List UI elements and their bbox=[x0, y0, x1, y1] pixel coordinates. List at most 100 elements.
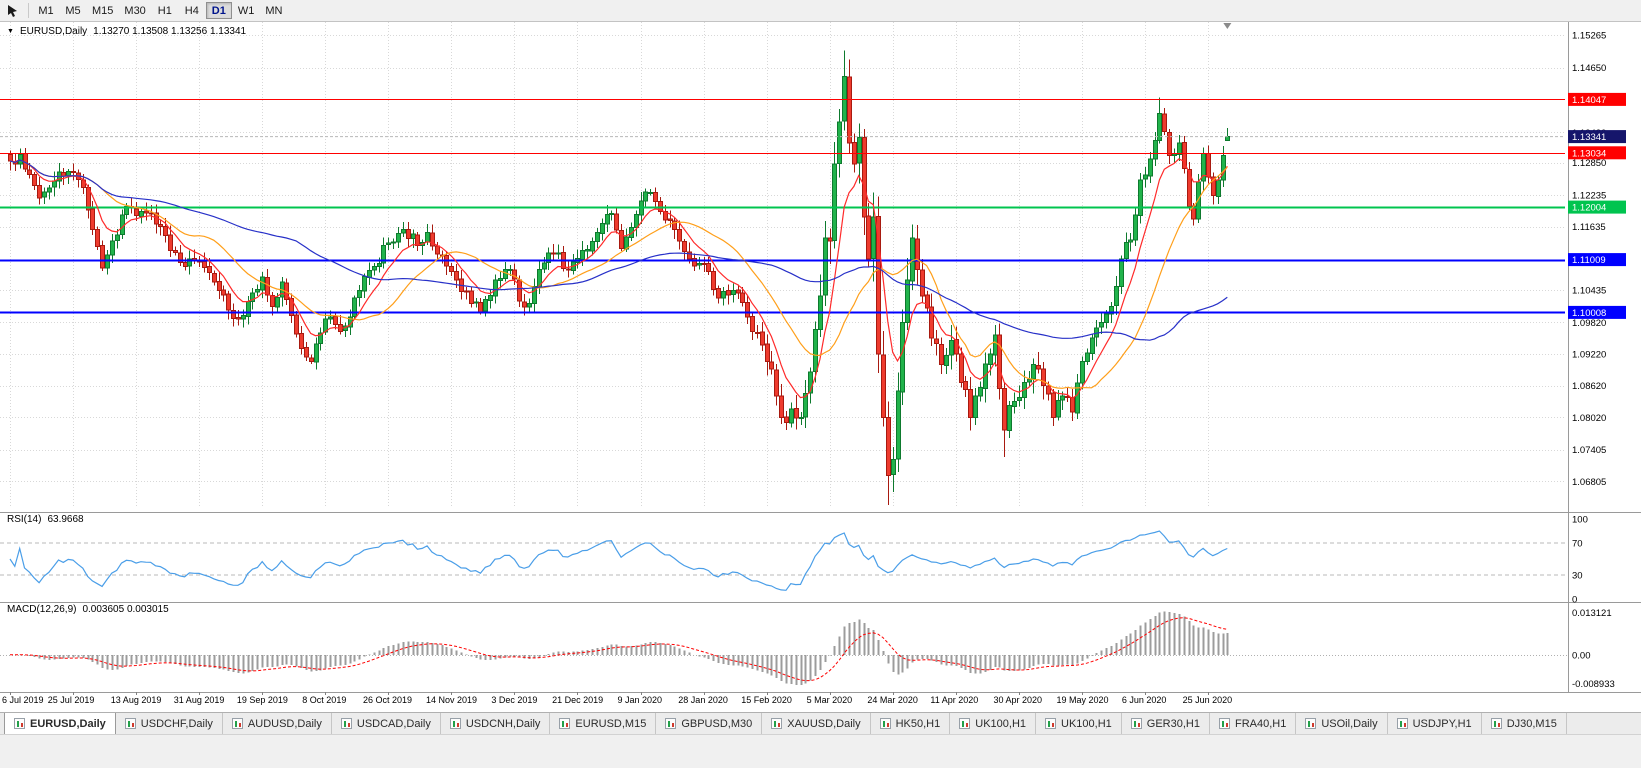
chart-tab-usdjpy-h1[interactable]: USDJPY,H1 bbox=[1388, 713, 1482, 734]
chart-tab-icon bbox=[14, 718, 25, 729]
svg-text:6 Jun 2020: 6 Jun 2020 bbox=[1122, 695, 1167, 705]
chart-tab-icon bbox=[231, 718, 243, 729]
chart-tab-uk100-h1[interactable]: UK100,H1 bbox=[1036, 713, 1122, 734]
svg-text:1.15265: 1.15265 bbox=[1572, 31, 1606, 42]
price-tag-level: 1.10008 bbox=[1568, 305, 1626, 319]
price-tag-level: 1.14047 bbox=[1568, 92, 1626, 106]
chart-tab-icon bbox=[879, 718, 891, 729]
chart-tab-hk50-h1[interactable]: HK50,H1 bbox=[871, 713, 951, 734]
timeframe-button-mn[interactable]: MN bbox=[265, 4, 283, 17]
chart-tab-icon bbox=[1490, 718, 1502, 729]
ma-mid-line[interactable] bbox=[9, 159, 1228, 389]
date-axis-labels[interactable]: 6 Jul 2019 25 Jul 2019 13 Aug 2019 31 Aug 2… bbox=[2, 692, 1232, 705]
svg-text:31 Aug 2019: 31 Aug 2019 bbox=[174, 695, 225, 705]
chart-tab-ger30-h1[interactable]: GER30,H1 bbox=[1122, 713, 1210, 734]
chart-tab-label: HK50,H1 bbox=[895, 717, 941, 730]
timeframe-button-m15[interactable]: M15 bbox=[92, 4, 114, 17]
chart-tab-usdcad-daily[interactable]: USDCAD,Daily bbox=[332, 713, 441, 734]
chart-tab-label: AUDUSD,Daily bbox=[247, 717, 322, 730]
timeframe-button-d1[interactable]: D1 bbox=[205, 2, 232, 19]
svg-text:-0.008933: -0.008933 bbox=[1572, 679, 1615, 690]
svg-text:24 Mar 2020: 24 Mar 2020 bbox=[867, 695, 918, 705]
chart-tab-eurusd-daily[interactable]: EURUSD,Daily bbox=[4, 713, 116, 734]
timeframe-button-m5[interactable]: M5 bbox=[65, 4, 81, 17]
svg-text:19 Sep 2019: 19 Sep 2019 bbox=[237, 695, 288, 705]
timeframe-button-h4[interactable]: H4 bbox=[184, 4, 199, 17]
timeframe-toolbar: M1 M5 M15 M30 H1 H4 D1 W1 MN bbox=[0, 0, 1641, 22]
toolbar-separator bbox=[28, 3, 29, 18]
chart-tab-label: USDCAD,Daily bbox=[356, 717, 431, 730]
ma-fast-line[interactable] bbox=[9, 158, 1228, 400]
price-tag-level: 1.12004 bbox=[1568, 200, 1626, 214]
rsi-indicator-name: RSI(14) bbox=[7, 514, 42, 525]
svg-text:1.12004: 1.12004 bbox=[1572, 203, 1606, 214]
svg-text:1.07405: 1.07405 bbox=[1572, 445, 1606, 456]
chart-tab-label: DJ30,M15 bbox=[1506, 717, 1557, 730]
chart-tab-label: UK100,H1 bbox=[975, 717, 1027, 730]
grid-lines bbox=[0, 22, 1565, 508]
chart-tab-dj30-m15[interactable]: DJ30,M15 bbox=[1482, 713, 1567, 734]
collapse-triangle-icon[interactable]: ▼ bbox=[7, 28, 14, 35]
timeframe-button-m1[interactable]: M1 bbox=[38, 4, 54, 17]
svg-text:100: 100 bbox=[1572, 515, 1588, 526]
macd-pane-label: MACD(12,26,9) 0.003605 0.003015 bbox=[7, 604, 169, 615]
svg-text:30 Apr 2020: 30 Apr 2020 bbox=[994, 695, 1043, 705]
chart-tab-xauusd-daily[interactable]: XAUUSD,Daily bbox=[762, 713, 871, 734]
price-tag-level: 1.13034 bbox=[1568, 146, 1626, 160]
svg-text:26 Oct 2019: 26 Oct 2019 bbox=[363, 695, 412, 705]
chart-tab-label: XAUUSD,Daily bbox=[787, 717, 861, 730]
chart-tab-icon bbox=[771, 718, 783, 729]
macd-signal-line[interactable] bbox=[10, 617, 1228, 682]
chart-tab-usoil-daily[interactable]: USOil,Daily bbox=[1296, 713, 1388, 734]
chart-tab-icon bbox=[559, 718, 571, 729]
rsi-indicator-value: 63.9668 bbox=[47, 514, 84, 525]
svg-text:28 Jan 2020: 28 Jan 2020 bbox=[678, 695, 728, 705]
chart-tab-icon bbox=[1130, 718, 1142, 729]
chart-shift-marker-icon[interactable] bbox=[1223, 23, 1232, 29]
chart-tab-label: UK100,H1 bbox=[1061, 717, 1112, 730]
rsi-line[interactable] bbox=[9, 530, 1228, 591]
svg-text:25 Jun 2020: 25 Jun 2020 bbox=[1183, 695, 1233, 705]
chart-tab-icon bbox=[1045, 718, 1057, 729]
chart-tab-usdchf-daily[interactable]: USDCHF,Daily bbox=[116, 713, 223, 734]
chart-canvas[interactable]: 1.152651.146501.134201.128501.122351.116… bbox=[0, 22, 1641, 712]
svg-text:1.10008: 1.10008 bbox=[1572, 308, 1606, 319]
svg-text:5 Mar 2020: 5 Mar 2020 bbox=[807, 695, 853, 705]
macd-histogram bbox=[14, 611, 1229, 685]
chart-tab-icon bbox=[340, 718, 352, 729]
cursor-arrow-icon bbox=[8, 4, 17, 17]
ma-slow-line[interactable] bbox=[9, 159, 1228, 341]
svg-text:1.06805: 1.06805 bbox=[1572, 477, 1606, 488]
chart-tab-label: FRA40,H1 bbox=[1234, 717, 1287, 730]
timeframe-button-h1[interactable]: H1 bbox=[157, 4, 172, 17]
svg-text:19 May 2020: 19 May 2020 bbox=[1057, 695, 1109, 705]
chart-tab-eurusd-m15[interactable]: EURUSD,M15 bbox=[550, 713, 657, 734]
rsi-axis-labels: 100 70 30 0 bbox=[1572, 515, 1588, 606]
chart-tab-label: EURUSD,Daily bbox=[30, 717, 106, 730]
chart-tab-fra40-h1[interactable]: FRA40,H1 bbox=[1210, 713, 1297, 734]
chart-symbol-period: EURUSD,Daily bbox=[19, 26, 88, 37]
horizontal-support-resistance-lines[interactable] bbox=[0, 99, 1565, 314]
current-price-tag: 1.13341 bbox=[1568, 130, 1626, 144]
svg-text:13 Aug 2019: 13 Aug 2019 bbox=[111, 695, 162, 705]
chart-tab-usdcnh-daily[interactable]: USDCNH,Daily bbox=[441, 713, 551, 734]
timeframe-button-w1[interactable]: W1 bbox=[237, 4, 255, 17]
chart-tab-uk100-h1[interactable]: UK100,H1 bbox=[950, 713, 1037, 734]
candle-wicks bbox=[10, 50, 1228, 505]
svg-text:14 Nov 2019: 14 Nov 2019 bbox=[426, 695, 477, 705]
macd-axis-labels: 0.013121 0.00 -0.008933 bbox=[1572, 608, 1615, 690]
macd-indicator-name: MACD(12,26,9) bbox=[7, 604, 77, 615]
chart-tab-label: USDCNH,Daily bbox=[465, 717, 541, 730]
chart-tab-gbpusd-m30[interactable]: GBPUSD,M30 bbox=[656, 713, 763, 734]
timeframe-button-m30[interactable]: M30 bbox=[124, 4, 146, 17]
svg-text:8 Oct 2019: 8 Oct 2019 bbox=[302, 695, 346, 705]
chart-tab-audusd-daily[interactable]: AUDUSD,Daily bbox=[223, 713, 332, 734]
price-axis-labels[interactable]: 1.152651.146501.134201.128501.122351.116… bbox=[1572, 31, 1606, 488]
svg-text:1.11635: 1.11635 bbox=[1572, 222, 1606, 233]
svg-text:15 Feb 2020: 15 Feb 2020 bbox=[741, 695, 792, 705]
chart-tab-icon bbox=[1396, 718, 1408, 729]
cursor-tool-icon[interactable] bbox=[2, 2, 24, 20]
status-area bbox=[0, 734, 1641, 768]
chart-title: ▼ EURUSD,Daily 1.13270 1.13508 1.13256 1… bbox=[7, 26, 246, 37]
